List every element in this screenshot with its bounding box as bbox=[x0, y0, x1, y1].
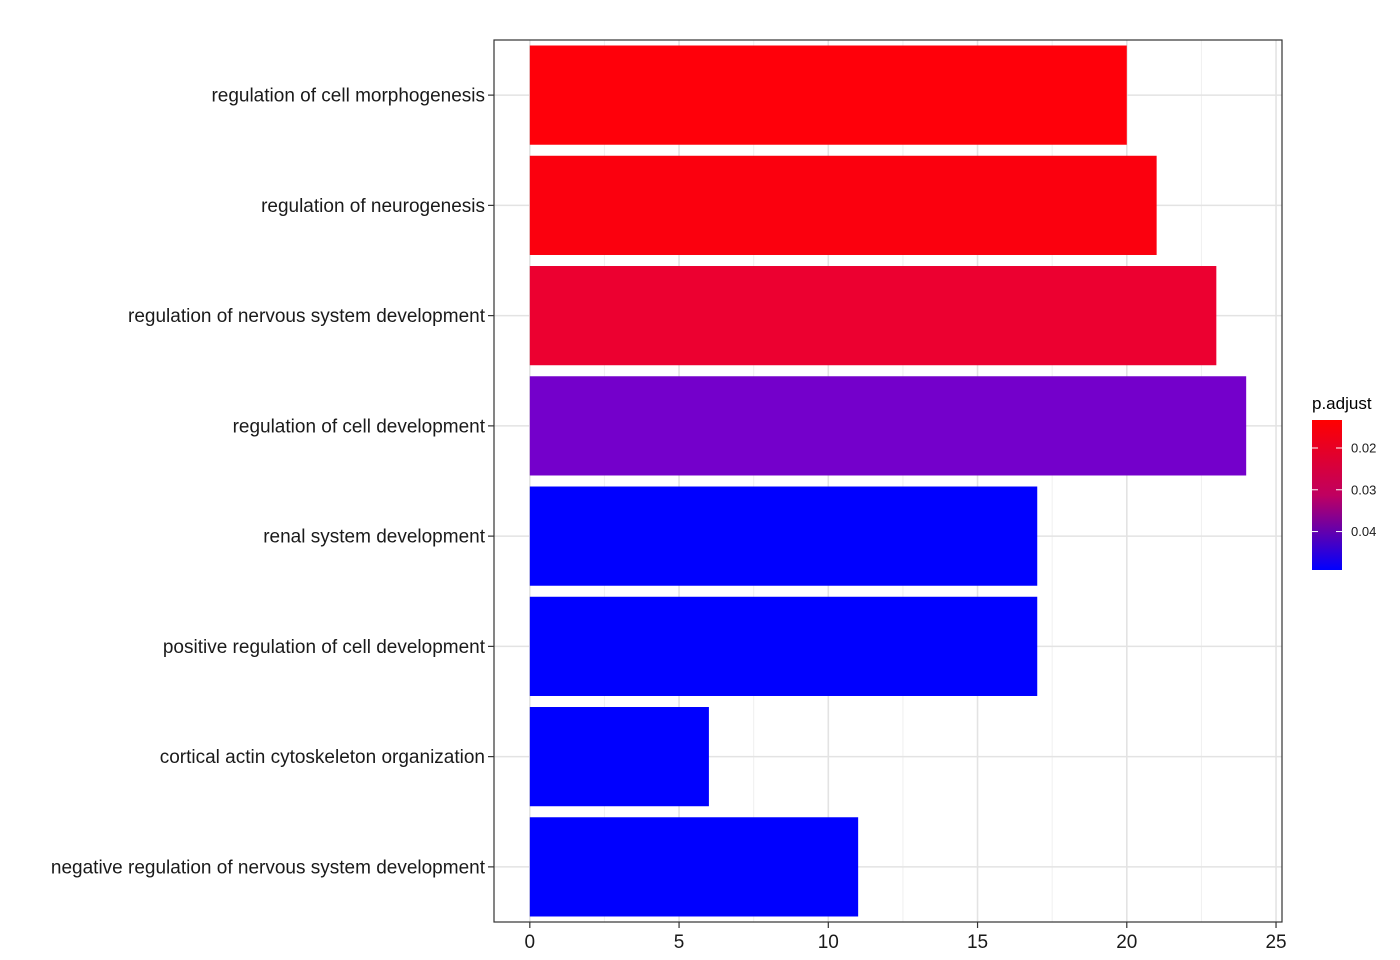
legend-tick-label: 0.04 bbox=[1351, 524, 1376, 539]
x-tick-label: 15 bbox=[967, 932, 988, 953]
category-label: regulation of neurogenesis bbox=[261, 196, 485, 217]
bar bbox=[529, 266, 1217, 366]
x-tick-label: 5 bbox=[674, 932, 685, 953]
plot-panel-border bbox=[493, 39, 1283, 923]
x-tick-label: 25 bbox=[1265, 932, 1286, 953]
category-label: renal system development bbox=[263, 527, 485, 548]
category-label: cortical actin cytoskeleton organization bbox=[160, 747, 485, 768]
bar bbox=[529, 817, 859, 917]
y-axis: regulation of cell morphogenesis regulati… bbox=[51, 86, 494, 878]
bar bbox=[529, 45, 1127, 145]
legend-colorbar bbox=[1312, 420, 1342, 570]
category-label: positive regulation of cell development bbox=[163, 637, 486, 658]
bar bbox=[529, 155, 1157, 255]
category-label: regulation of nervous system development bbox=[128, 306, 486, 327]
x-tick-label: 0 bbox=[525, 932, 536, 953]
category-label: regulation of cell morphogenesis bbox=[211, 86, 485, 107]
bar bbox=[529, 376, 1247, 476]
legend-tick-label: 0.03 bbox=[1351, 482, 1376, 497]
x-axis: 0 5 10 15 20 25 bbox=[525, 922, 1287, 953]
legend-tick-label: 0.02 bbox=[1351, 440, 1376, 455]
color-legend: p.adjust 0.02 0.03 0.04 bbox=[1312, 394, 1376, 570]
legend-title: p.adjust bbox=[1312, 394, 1372, 413]
bars bbox=[529, 45, 1247, 917]
x-tick-label: 20 bbox=[1116, 932, 1137, 953]
category-label: negative regulation of nervous system de… bbox=[51, 857, 486, 878]
bar bbox=[529, 596, 1038, 696]
category-label: regulation of cell development bbox=[233, 416, 486, 437]
bar bbox=[529, 486, 1038, 586]
bar bbox=[529, 707, 709, 807]
x-tick-label: 10 bbox=[818, 932, 839, 953]
